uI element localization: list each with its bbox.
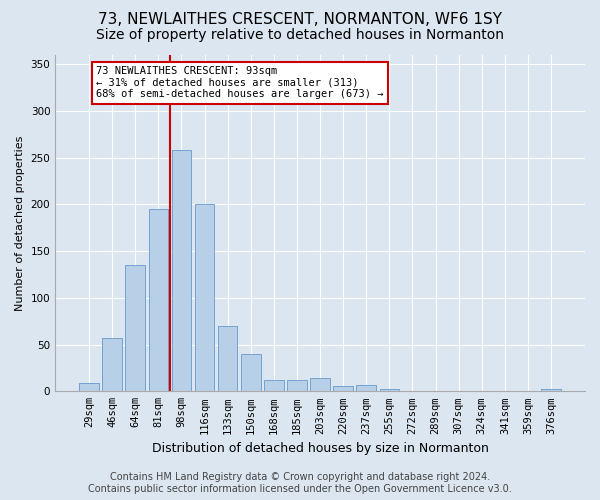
Bar (380, 388, 399, 392)
Text: 73, NEWLAITHES CRESCENT, NORMANTON, WF6 1SY: 73, NEWLAITHES CRESCENT, NORMANTON, WF6 … (98, 12, 502, 28)
Text: Size of property relative to detached houses in Normanton: Size of property relative to detached ho… (96, 28, 504, 42)
Bar (287, 380, 307, 392)
X-axis label: Distribution of detached houses by size in Normanton: Distribution of detached houses by size … (152, 442, 488, 455)
Bar (79, 383, 99, 392)
Y-axis label: Number of detached properties: Number of detached properties (15, 136, 25, 311)
Text: Contains HM Land Registry data © Crown copyright and database right 2024.
Contai: Contains HM Land Registry data © Crown c… (88, 472, 512, 494)
Bar (149, 209, 168, 392)
Bar (541, 388, 561, 392)
Bar (103, 338, 122, 392)
Bar (125, 265, 145, 392)
Bar (241, 354, 260, 392)
Bar (310, 378, 330, 392)
Bar (195, 204, 214, 392)
Text: 73 NEWLAITHES CRESCENT: 93sqm
← 31% of detached houses are smaller (313)
68% of : 73 NEWLAITHES CRESCENT: 93sqm ← 31% of d… (96, 66, 383, 100)
Bar (356, 385, 376, 392)
Bar (218, 326, 238, 392)
Bar (172, 150, 191, 392)
Bar (334, 386, 353, 392)
Bar (264, 380, 284, 392)
